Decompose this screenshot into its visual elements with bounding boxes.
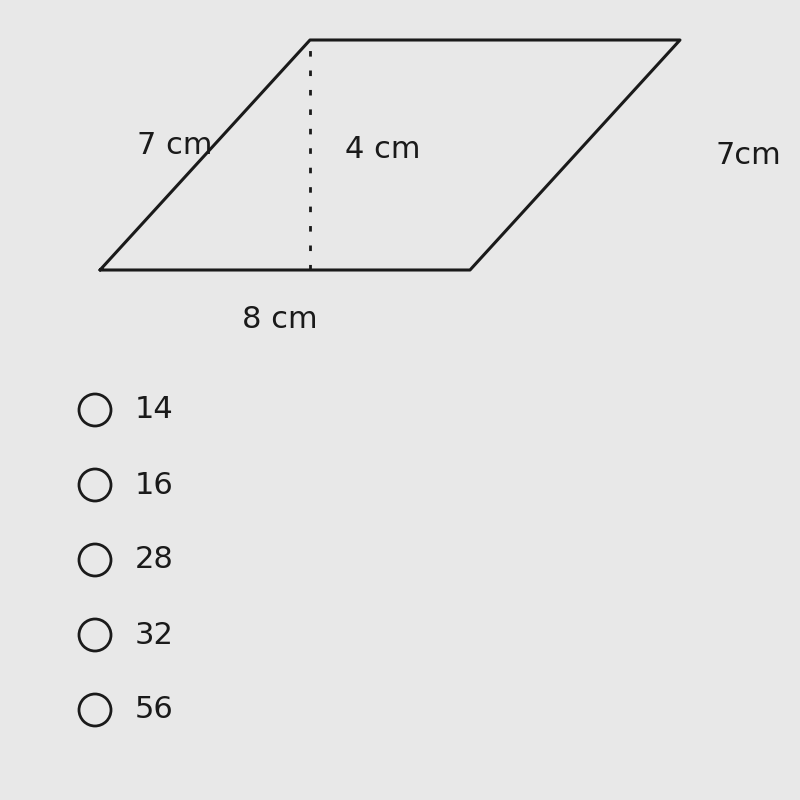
Text: 32: 32 [135, 621, 174, 650]
Text: 14: 14 [135, 395, 174, 425]
Text: 7cm: 7cm [715, 141, 781, 170]
Text: 56: 56 [135, 695, 174, 725]
Text: 16: 16 [135, 470, 174, 499]
Text: 28: 28 [135, 546, 174, 574]
Text: 7 cm: 7 cm [138, 130, 213, 159]
Text: 8 cm: 8 cm [242, 305, 318, 334]
Text: 4 cm: 4 cm [345, 135, 421, 165]
